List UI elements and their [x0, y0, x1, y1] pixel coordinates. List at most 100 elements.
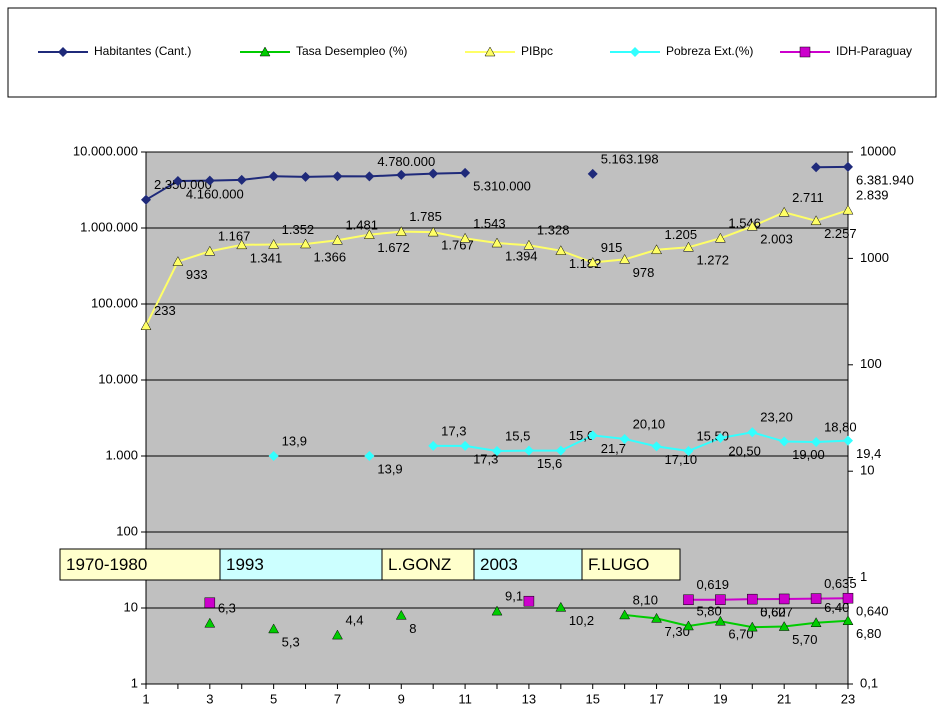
y2-tick-label: 0,1 [860, 675, 878, 690]
data-point [395, 609, 407, 620]
data-point [747, 593, 758, 605]
data-point [746, 220, 758, 231]
plot-area [146, 152, 848, 684]
data-point [619, 253, 631, 264]
x-tick-label: 15 [585, 691, 599, 706]
data-label: 6,40 [824, 600, 849, 615]
data-label: 1.481 [345, 218, 378, 233]
data-point [651, 441, 662, 452]
data-label: 1.341 [250, 250, 283, 265]
data-point [459, 232, 471, 243]
data-point [427, 226, 439, 237]
legend-label: Tasa Desempleo (%) [296, 44, 407, 58]
data-label: 933 [186, 267, 208, 282]
data-label: 6.381.940 [856, 172, 914, 187]
data-label: 15,50 [696, 428, 729, 443]
data-point [778, 621, 790, 631]
data-point [491, 605, 503, 616]
data-point [172, 256, 184, 266]
data-point [555, 601, 567, 612]
data-point [523, 445, 534, 456]
data-point [811, 437, 822, 448]
data-point [428, 440, 439, 451]
legend-label: PIBpc [521, 44, 553, 58]
data-point [842, 615, 854, 625]
data-label: 13,9 [377, 461, 402, 476]
data-point [204, 175, 215, 186]
data-label: 7,30 [665, 624, 690, 639]
data-label: 17,3 [473, 451, 498, 466]
period-label: F.LUGO [588, 555, 649, 574]
data-point [172, 175, 183, 186]
x-tick-label: 13 [522, 691, 536, 706]
legend-marker [58, 47, 68, 57]
data-label: 1.205 [665, 227, 698, 242]
data-label: 13,9 [282, 433, 307, 448]
x-tick-label: 23 [841, 691, 855, 706]
data-label: 1.394 [505, 248, 538, 263]
data-point [842, 204, 854, 215]
data-label: 5.163.198 [601, 151, 659, 166]
data-label: 20,10 [633, 416, 666, 431]
data-point [843, 435, 853, 446]
y-tick-label: 100.000 [91, 295, 138, 310]
y2-tick-label: 100 [860, 356, 882, 371]
data-point [810, 617, 822, 627]
data-label: 4,4 [345, 613, 363, 628]
data-point [715, 433, 726, 444]
data-point [843, 161, 853, 172]
data-label: 9,1 [505, 589, 523, 604]
data-label: 23,20 [760, 410, 793, 425]
data-point [236, 174, 247, 185]
data-point [587, 256, 599, 267]
data-point [714, 232, 726, 243]
data-label: 5,80 [696, 603, 721, 618]
data-label: 0,640 [856, 604, 889, 619]
data-point [268, 623, 280, 634]
data-label: 5.310.000 [473, 178, 531, 193]
data-point [619, 609, 631, 620]
data-label: 18,80 [824, 419, 857, 434]
x-tick-label: 7 [334, 691, 341, 706]
data-point [204, 617, 216, 628]
data-label: 2.003 [760, 232, 793, 247]
data-label: 1.328 [537, 223, 570, 238]
data-label: 8 [409, 621, 416, 636]
x-tick-label: 9 [398, 691, 405, 706]
y-tick-label: 10.000.000 [73, 143, 138, 158]
legend-marker [799, 46, 811, 58]
data-label: 15,6 [569, 428, 594, 443]
data-label: 1.167 [218, 229, 251, 244]
data-label: 2.350.000 [154, 177, 212, 192]
data-point [683, 594, 694, 606]
period-label: 2003 [480, 555, 518, 574]
series-line [433, 431, 849, 452]
data-point [141, 194, 151, 205]
x-tick-label: 19 [713, 691, 727, 706]
data-label: 1.272 [696, 253, 729, 268]
period-box [381, 548, 475, 581]
data-point [715, 594, 726, 605]
legend-label: Habitantes (Cant.) [94, 44, 191, 58]
data-point [810, 593, 822, 604]
x-tick-label: 1 [142, 691, 149, 706]
data-point [332, 171, 343, 182]
data-label: 2.711 [792, 190, 824, 205]
y-tick-label: 10 [124, 599, 138, 614]
data-point [268, 238, 280, 249]
data-label: 5,60 [760, 605, 785, 620]
x-tick-label: 11 [458, 691, 472, 706]
data-point [364, 450, 375, 461]
data-label: 0,627 [760, 605, 793, 620]
legend-marker [259, 46, 271, 57]
data-label: 19,4 [856, 446, 881, 461]
data-point [683, 620, 694, 631]
data-point [587, 168, 598, 179]
data-label: 20,50 [728, 443, 761, 458]
data-label: 15,6 [537, 456, 562, 471]
data-label: 2.257 [824, 226, 857, 241]
data-point [363, 229, 375, 239]
period-box [581, 548, 681, 581]
